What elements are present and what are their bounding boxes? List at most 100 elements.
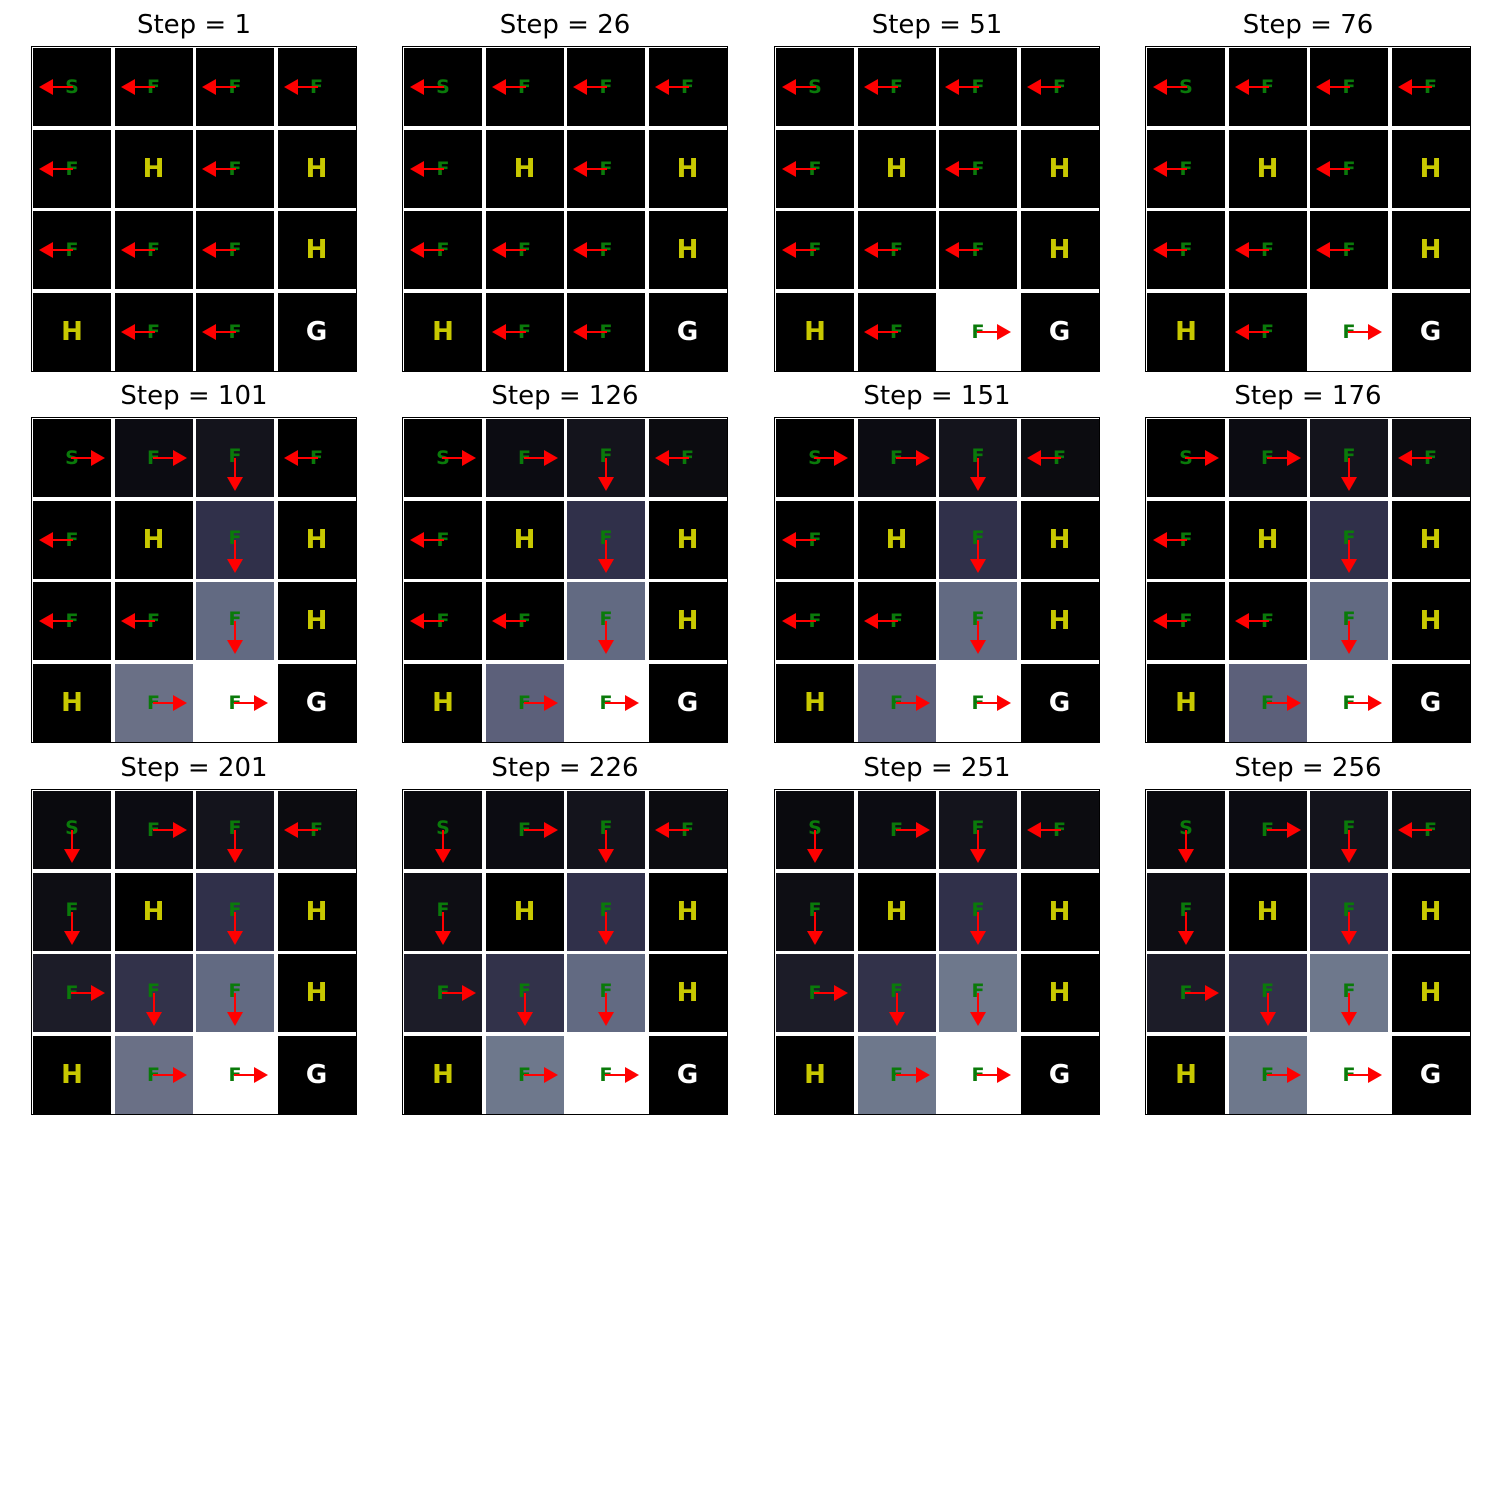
grid-cell: F [857,582,936,660]
action-arrow-left [202,323,236,340]
cell-letter: S [1179,447,1193,469]
grid-cell: F [1228,211,1307,289]
grid-cell: F [857,211,936,289]
action-arrow-right [234,694,268,711]
cell-letter: H [676,896,699,927]
action-arrow-right [523,450,558,466]
grid-board: S F F F F H F H F F F H H F F G [1145,417,1471,743]
cell-letter: F [147,1063,160,1086]
cell-letter: H [305,153,328,184]
cell-letter: F [971,898,985,921]
cell-letter: H [1175,687,1197,718]
panel-title: Step = 176 [1234,381,1382,411]
cell-letter: F [518,447,531,469]
grid-cell: H [857,872,936,951]
cell-letter: F [599,608,613,630]
cell-letter: F [890,1063,903,1086]
cell-letter: H [61,316,83,347]
grid-cell: F [939,791,1017,869]
cell-letter: G [676,1059,699,1090]
grid-cell: H [1391,582,1470,660]
cell-letter: F [890,610,903,632]
action-arrow-down [227,830,243,863]
action-arrow-left [782,613,816,629]
cell-letter: F [228,526,242,549]
grid-cell: F [196,292,274,371]
action-arrow-right [605,1066,639,1083]
grid-cell: F [485,419,564,497]
action-arrow-left [283,79,318,95]
grid-cell: H [1020,872,1099,951]
cell-letter: G [676,687,699,718]
action-arrow-left [1397,822,1432,838]
cell-letter: F [1342,157,1356,180]
panel-title: Step = 256 [1234,753,1382,783]
cell-letter: F [599,1063,613,1086]
grid-cell: H [485,872,564,951]
cell-letter: F [228,898,242,921]
cell-letter: G [305,316,328,347]
grid-cell: G [648,663,727,742]
cell-letter: F [890,320,903,343]
cell-letter: H [804,687,826,718]
grid-cell: G [1020,292,1099,371]
cell-letter: H [804,1059,826,1090]
cell-letter: F [228,239,242,261]
action-arrow-down [598,993,614,1026]
cell-letter: G [1048,316,1071,347]
action-arrow-down [970,458,986,491]
cell-letter: F [228,445,242,467]
grid-cell: F [485,954,564,1032]
panel-title: Step = 201 [120,753,268,783]
action-arrow-left [654,450,689,466]
cell-letter: H [142,524,165,555]
grid-cell: H [648,500,727,579]
cell-letter: S [436,447,450,469]
grid-cell: F [33,129,111,208]
cell-letter: F [228,980,242,1002]
action-arrow-left [1153,613,1187,629]
grid-cell: F [567,129,645,208]
cell-letter: F [147,691,160,714]
cell-letter: H [432,687,454,718]
action-arrow-left [1397,450,1432,466]
action-arrow-left [1316,160,1350,177]
grid-cell: H [1391,500,1470,579]
grid-cell: F [196,48,274,126]
cell-letter: H [1256,896,1279,927]
grid-cell: H [277,872,356,951]
grid-cell: H [857,500,936,579]
grid-cell: H [404,1035,482,1114]
cell-letter: G [305,1059,328,1090]
cell-letter: F [1261,691,1274,714]
grid-board: S F F F F H F H F F F H H F F G [402,789,728,1115]
grid-board: S F F F F H F H F F F H H F F G [774,46,1100,372]
action-arrow-right [895,694,930,711]
grid-cell: F [567,582,645,660]
grid-cell: F [939,500,1017,579]
cell-letter: F [599,817,613,839]
cell-letter: F [1261,239,1274,261]
action-arrow-down [145,993,162,1026]
grid-cell: F [567,791,645,869]
cell-letter: F [436,982,450,1004]
grid-cell: F [196,211,274,289]
grid-cell: H [114,872,193,951]
grid-cell: H [114,129,193,208]
cell-letter: F [808,157,822,180]
grid-cell: H [1020,954,1099,1032]
grid-cell: S [404,48,482,126]
cell-letter: F [599,239,613,261]
grid-cell: H [404,292,482,371]
grid-cell: F [196,582,274,660]
cell-letter: H [1419,153,1442,184]
cell-letter: F [971,76,985,98]
cell-letter: F [147,980,160,1002]
grid-cell: F [485,292,564,371]
cell-letter: F [1261,76,1274,98]
action-arrow-left [1153,79,1187,95]
grid-board: S F F F F H F H F F F H H F F G [31,789,357,1115]
cell-letter: F [1261,1063,1274,1086]
grid-cell: H [857,129,936,208]
grid-cell: F [857,1035,936,1114]
